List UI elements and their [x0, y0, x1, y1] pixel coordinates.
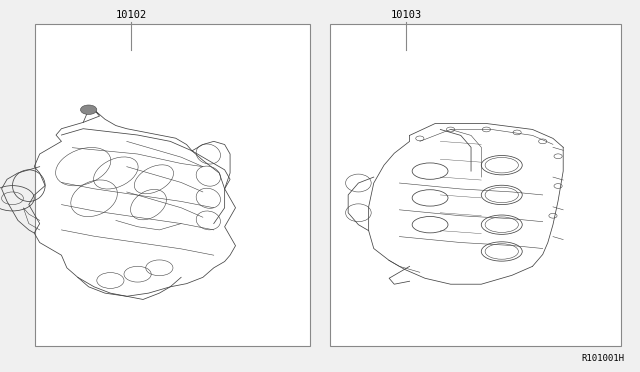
Bar [330, 24, 621, 346]
Text: 10103: 10103 [391, 10, 422, 20]
Text: R101001H: R101001H [581, 354, 624, 363]
Text: 10102: 10102 [116, 10, 147, 20]
Circle shape [81, 105, 97, 115]
Bar [35, 24, 310, 346]
